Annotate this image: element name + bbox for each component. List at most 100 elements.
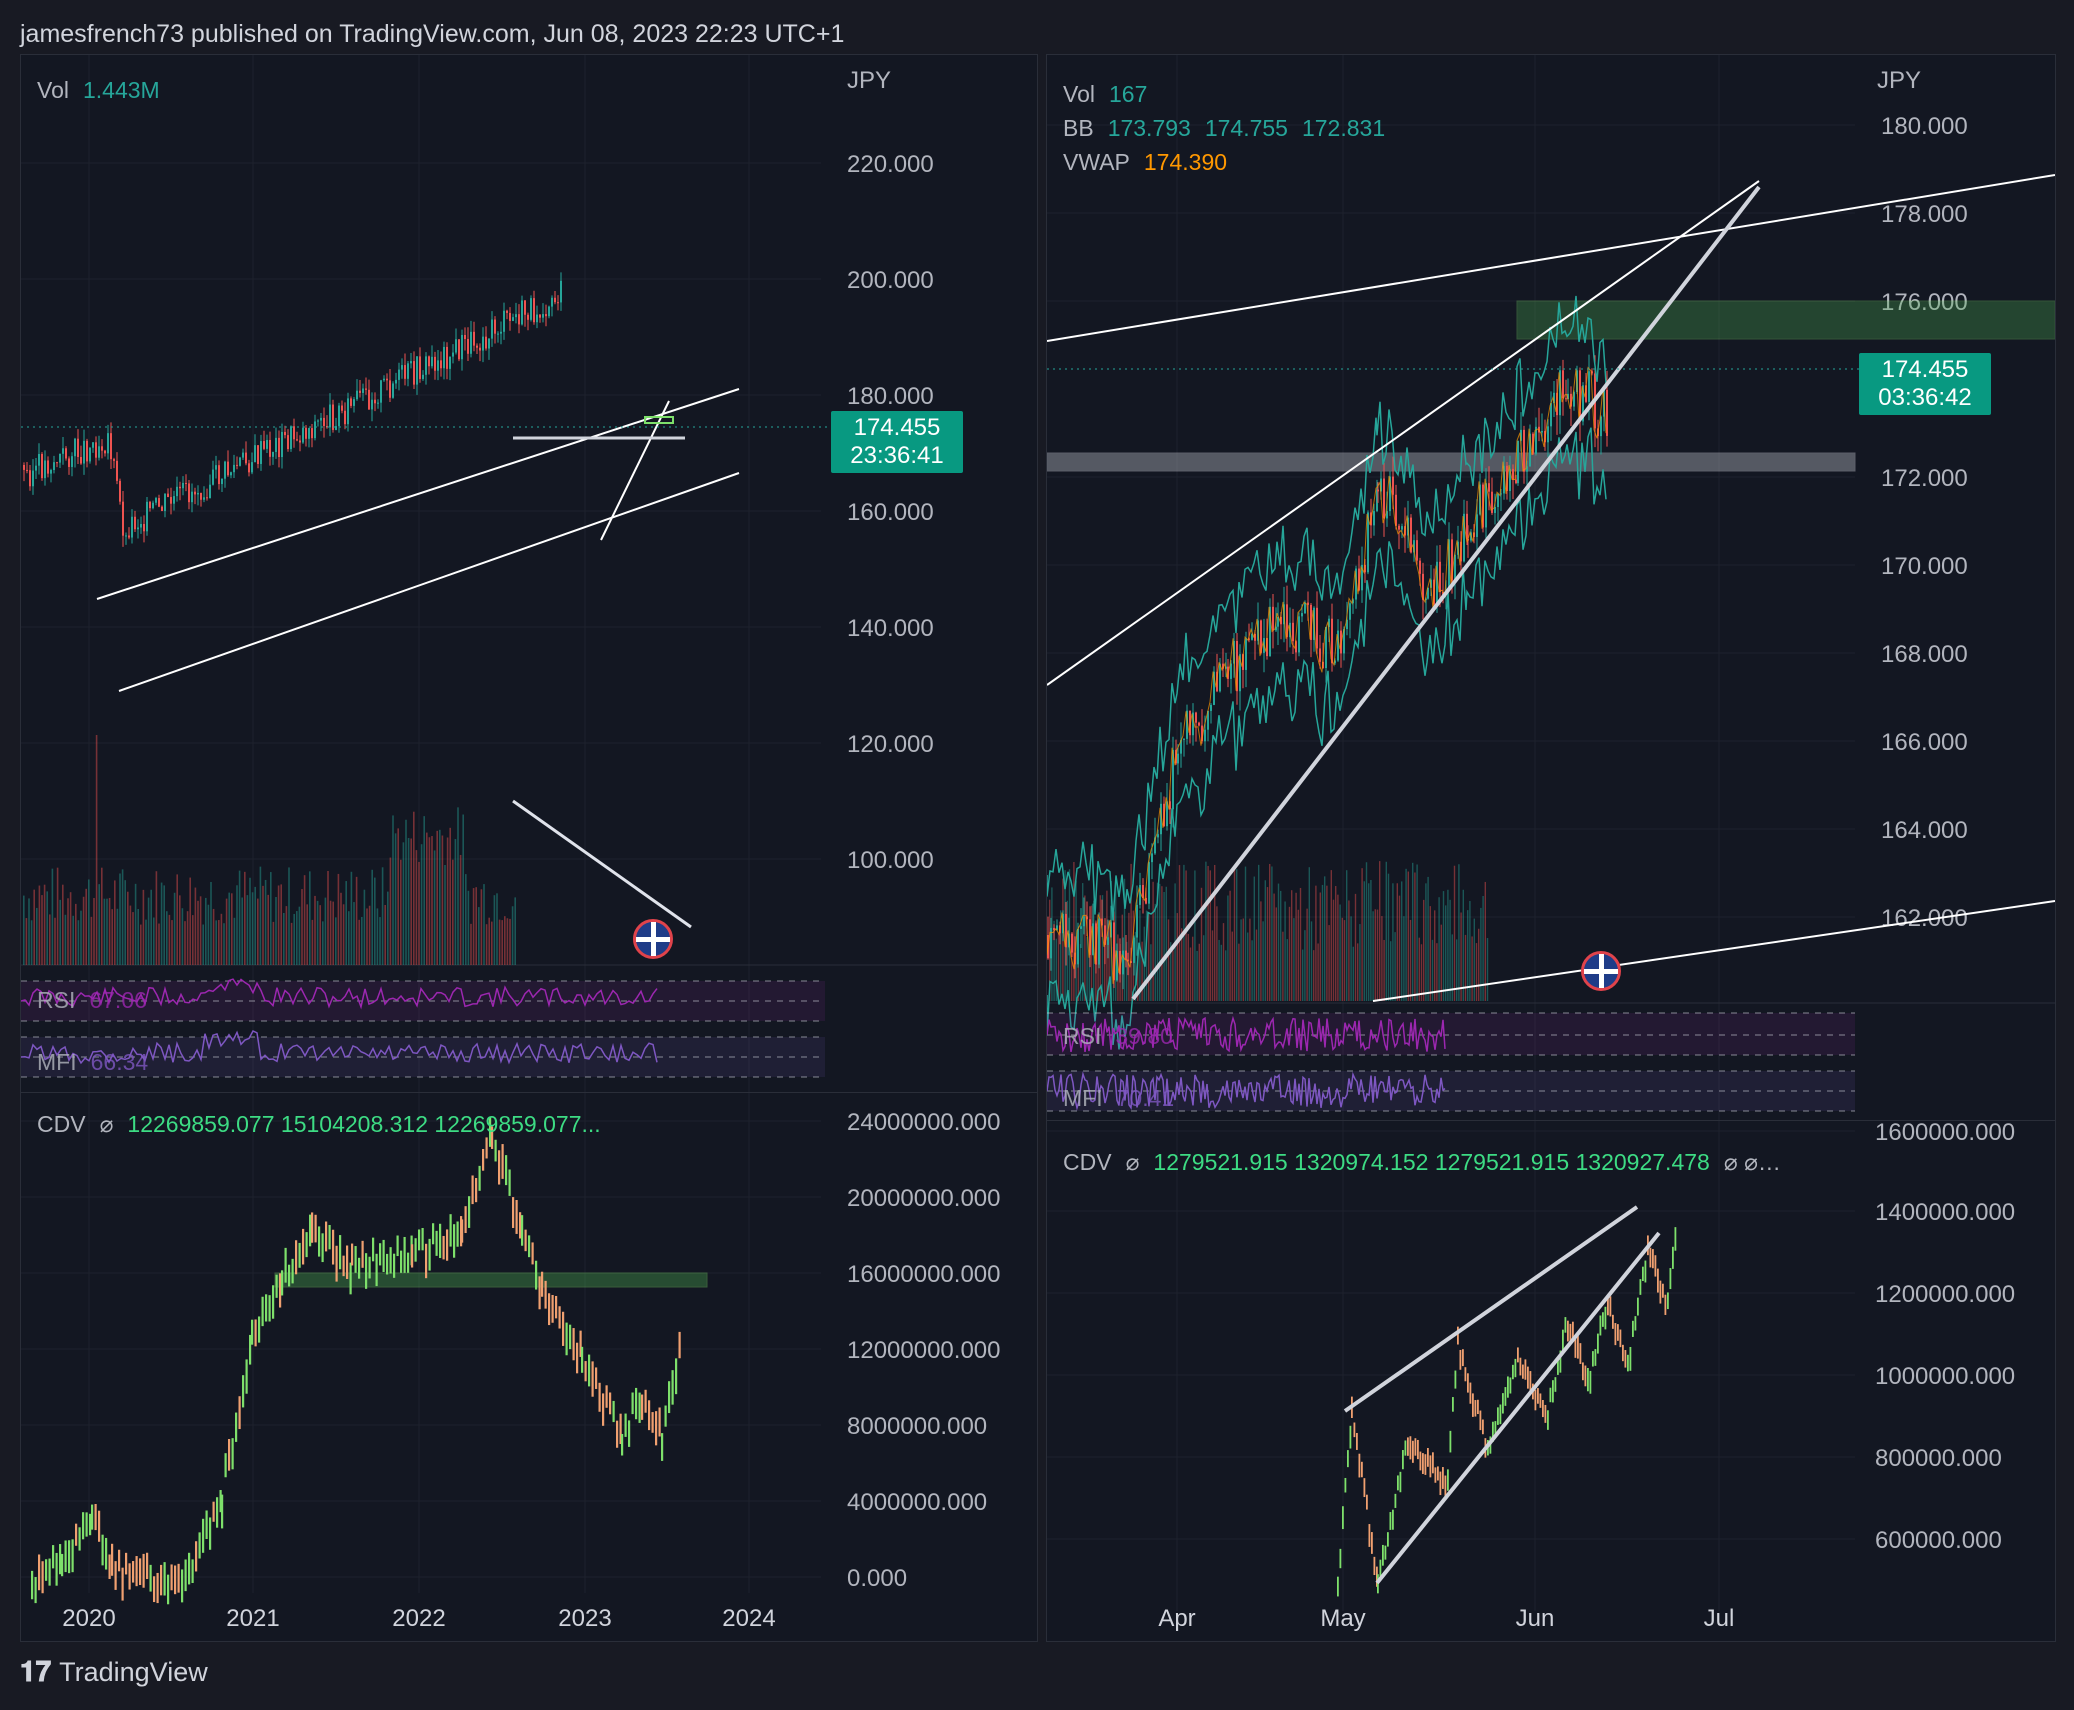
mfi-legend: MFI 70.41	[1063, 1085, 1188, 1112]
volume-bar	[228, 892, 230, 965]
left-cdv-chart[interactable]: 24000000.000 20000000.000 16000000.000 1200…	[21, 1093, 1037, 1641]
cdv-bar	[1397, 1475, 1399, 1491]
candle-body	[1195, 712, 1197, 723]
cdv-bar	[1554, 1377, 1557, 1392]
volume-bar	[1451, 934, 1453, 1001]
left-price-chart[interactable]: 220.000 200.000 180.000 160.000 140.000 120.0…	[21, 55, 1037, 1093]
cdv-tick-label: 1400000.000	[1875, 1199, 2015, 1226]
cdv-bar	[132, 1561, 135, 1583]
right-cdv-chart[interactable]: 1600000.000 1400000.000 1200000.000 1000000…	[1047, 1121, 2055, 1641]
volume-bar	[69, 892, 72, 965]
candle-body	[1515, 479, 1517, 484]
volume-bar	[1170, 942, 1172, 1001]
cdv-bar	[671, 1370, 674, 1405]
candle-body	[1116, 950, 1118, 981]
candle-body	[1591, 371, 1593, 374]
rising-wedge-line	[600, 400, 670, 541]
cdv-lower-wedge-line	[1375, 1231, 1661, 1585]
cdv-bar	[489, 1117, 492, 1147]
candle-body	[1606, 389, 1608, 436]
cdv-bar	[1664, 1294, 1667, 1315]
volume-bar	[1434, 910, 1436, 1001]
volume-bar	[504, 916, 506, 965]
cdv-bar	[456, 1221, 459, 1247]
volume-bar	[54, 917, 56, 965]
candle-body	[1376, 489, 1378, 512]
cdv-bar	[1544, 1404, 1547, 1423]
volume-bar	[1176, 913, 1178, 1001]
volume-bar	[1313, 950, 1315, 1001]
volume-bar	[189, 877, 191, 965]
candle-body	[1422, 573, 1424, 600]
cdv-bar	[1361, 1461, 1363, 1478]
volume-bar	[1163, 891, 1165, 1001]
candle-body	[1310, 604, 1312, 640]
cdv-bar	[1399, 1471, 1402, 1493]
rsi-label: RSI	[1063, 1023, 1102, 1049]
candle-body	[140, 524, 142, 528]
candle-body	[74, 438, 76, 457]
candle-body	[122, 501, 124, 536]
cdv-bar	[515, 1200, 518, 1234]
volume-bar	[1456, 939, 1458, 1001]
volume-bar	[1383, 939, 1385, 1001]
candle-body	[215, 465, 217, 470]
candle-body	[23, 465, 25, 470]
volume-bar	[491, 921, 493, 965]
cdv-bar	[624, 1413, 627, 1437]
footer-brand[interactable]: 𝟏𝟕 TradingView	[20, 1656, 208, 1689]
candle-body	[1547, 426, 1549, 443]
cdv-bar	[1614, 1323, 1617, 1346]
cdv-bar	[163, 1562, 166, 1596]
volume-bar	[1130, 863, 1132, 1001]
candle-body	[1553, 392, 1555, 404]
cdv-bar	[1599, 1315, 1602, 1336]
cdv-bar	[372, 1237, 375, 1262]
volume-bar	[340, 892, 342, 965]
volume-bar	[350, 871, 353, 965]
candle-body	[1260, 620, 1262, 653]
volume-bar	[30, 920, 33, 965]
cdv-bar	[288, 1264, 291, 1287]
bar-countdown: 03:36:42	[1878, 384, 1972, 411]
cdv-bar	[494, 1139, 497, 1162]
cdv-bar	[1519, 1357, 1522, 1376]
cdv-bar	[216, 1497, 219, 1528]
candle-body	[191, 491, 193, 503]
candle-body	[377, 402, 379, 404]
candle-body	[1386, 511, 1388, 519]
vwap-label: VWAP	[1063, 149, 1130, 175]
left-price-panel[interactable]: 220.000 200.000 180.000 160.000 140.000 120.0…	[20, 54, 1038, 1094]
volume-bar	[1376, 909, 1379, 1001]
candle-body	[380, 380, 382, 403]
candle-body	[107, 433, 109, 454]
price-tick-label: 178.000	[1881, 201, 1968, 228]
cdv-bar	[1414, 1438, 1417, 1456]
uk-flag-icon[interactable]	[633, 919, 673, 959]
candle-body	[509, 312, 511, 321]
candle-body	[1392, 476, 1394, 495]
volume-bar	[238, 870, 241, 965]
left-cdv-panel[interactable]: 24000000.000 20000000.000 16000000.000 1200…	[20, 1092, 1038, 1642]
volume-bar	[88, 879, 90, 965]
candle-body	[404, 365, 406, 379]
cdv-bar	[1549, 1387, 1552, 1403]
cdv-upper-wedge-line	[1343, 1205, 1639, 1413]
volume-bar	[28, 898, 30, 965]
volume-bar	[25, 918, 28, 965]
volume-bar	[41, 895, 43, 965]
volume-bar	[1299, 887, 1302, 1001]
volume-bar	[389, 857, 392, 965]
right-price-panel[interactable]: 180.000 178.000 176.000 172.000 170.000 168.0…	[1046, 54, 2056, 1122]
candle-body	[1210, 704, 1212, 711]
volume-bar	[316, 900, 319, 965]
right-cdv-panel[interactable]: 1600000.000 1400000.000 1200000.000 1000000…	[1046, 1120, 2056, 1642]
cdv-bar	[121, 1567, 124, 1601]
volume-bar	[1222, 923, 1225, 1001]
uk-flag-icon[interactable]	[1581, 951, 1621, 991]
right-price-chart[interactable]: 180.000 178.000 176.000 172.000 170.000 168.0…	[1047, 55, 2055, 1121]
volume-bar	[452, 859, 454, 965]
candle-body	[1189, 710, 1191, 736]
volume-bar	[171, 920, 173, 965]
cdv-bar	[393, 1253, 396, 1278]
